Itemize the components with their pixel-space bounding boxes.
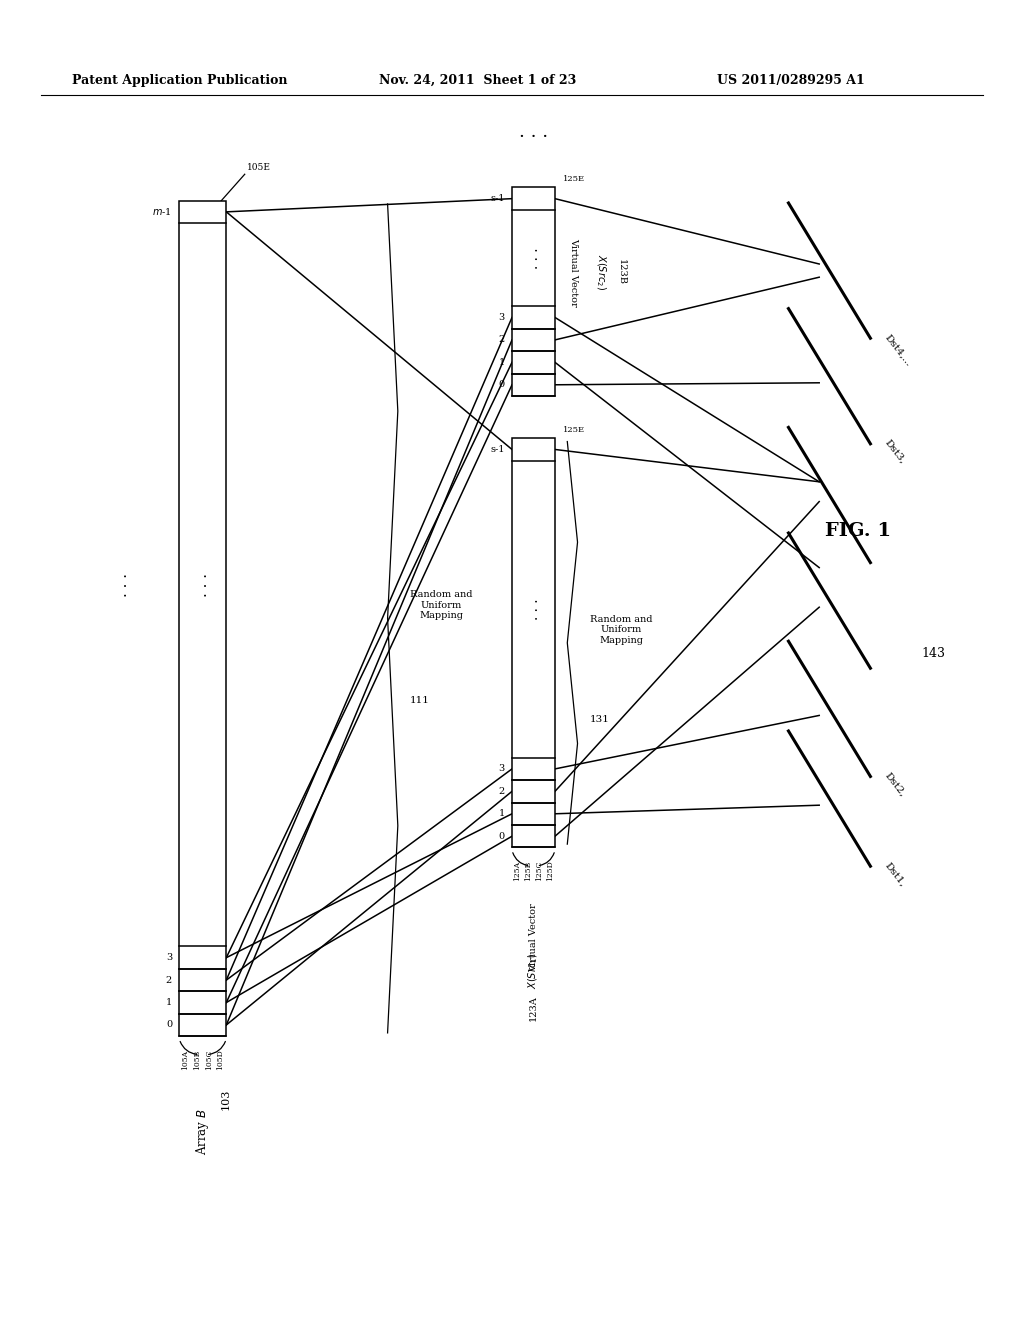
Text: 1: 1 <box>499 809 505 818</box>
Text: . . .: . . . <box>526 598 541 620</box>
Text: 103: 103 <box>220 1089 230 1110</box>
Text: FIG. 1: FIG. 1 <box>825 521 891 540</box>
Text: 125A: 125A <box>513 861 521 880</box>
Text: 125E: 125E <box>563 176 586 183</box>
Text: Virtual Vector: Virtual Vector <box>569 238 579 306</box>
Text: Virtual Vector: Virtual Vector <box>529 903 538 972</box>
Text: 105B: 105B <box>193 1049 201 1069</box>
Bar <box>512 187 555 396</box>
Text: 123A: 123A <box>529 995 538 1022</box>
Text: Nov. 24, 2011  Sheet 1 of 23: Nov. 24, 2011 Sheet 1 of 23 <box>379 74 577 87</box>
Text: 131: 131 <box>590 715 609 723</box>
Text: 0: 0 <box>499 832 505 841</box>
Text: 105D: 105D <box>216 1049 224 1071</box>
Text: 0: 0 <box>499 380 505 389</box>
Text: US 2011/0289295 A1: US 2011/0289295 A1 <box>717 74 864 87</box>
Text: s-1: s-1 <box>490 194 505 203</box>
Text: . . .: . . . <box>116 573 130 597</box>
Text: $X(Src_2)$: $X(Src_2)$ <box>594 253 607 290</box>
Text: 105E: 105E <box>247 162 270 172</box>
Text: 3: 3 <box>499 764 505 774</box>
Text: 1: 1 <box>166 998 172 1007</box>
Text: Dst1,: Dst1, <box>883 861 907 888</box>
Text: 105A: 105A <box>181 1049 189 1069</box>
Text: . . .: . . . <box>196 573 210 597</box>
Text: 2: 2 <box>499 335 505 345</box>
Text: 105C: 105C <box>205 1049 213 1069</box>
Text: Dst4,...: Dst4,... <box>883 333 912 368</box>
Text: Random and
Uniform
Mapping: Random and Uniform Mapping <box>410 590 473 620</box>
Text: 125B: 125B <box>524 861 532 880</box>
Text: 1: 1 <box>499 358 505 367</box>
Text: s-1: s-1 <box>490 445 505 454</box>
Bar <box>179 201 226 1036</box>
Text: Dst2,: Dst2, <box>883 771 907 799</box>
Text: 3: 3 <box>166 953 172 962</box>
Text: 123B: 123B <box>616 259 626 285</box>
Text: . . .: . . . <box>519 123 548 141</box>
Bar <box>512 438 555 847</box>
Text: Array $B$: Array $B$ <box>195 1109 211 1155</box>
Text: 3: 3 <box>499 313 505 322</box>
Text: 2: 2 <box>166 975 172 985</box>
Text: . . .: . . . <box>526 247 541 269</box>
Text: Patent Application Publication: Patent Application Publication <box>72 74 287 87</box>
Text: 125E: 125E <box>563 426 586 434</box>
Text: Dst3,: Dst3, <box>883 438 907 466</box>
Text: 111: 111 <box>410 696 430 705</box>
Text: 2: 2 <box>499 787 505 796</box>
Text: 0: 0 <box>166 1020 172 1030</box>
Text: 125C: 125C <box>535 861 543 880</box>
Text: 143: 143 <box>922 647 945 660</box>
Text: $m$-1: $m$-1 <box>153 206 172 218</box>
Text: 125D: 125D <box>546 861 554 882</box>
Text: $X(Src_1)$: $X(Src_1)$ <box>526 953 541 989</box>
Text: Random and
Uniform
Mapping: Random and Uniform Mapping <box>590 615 652 644</box>
